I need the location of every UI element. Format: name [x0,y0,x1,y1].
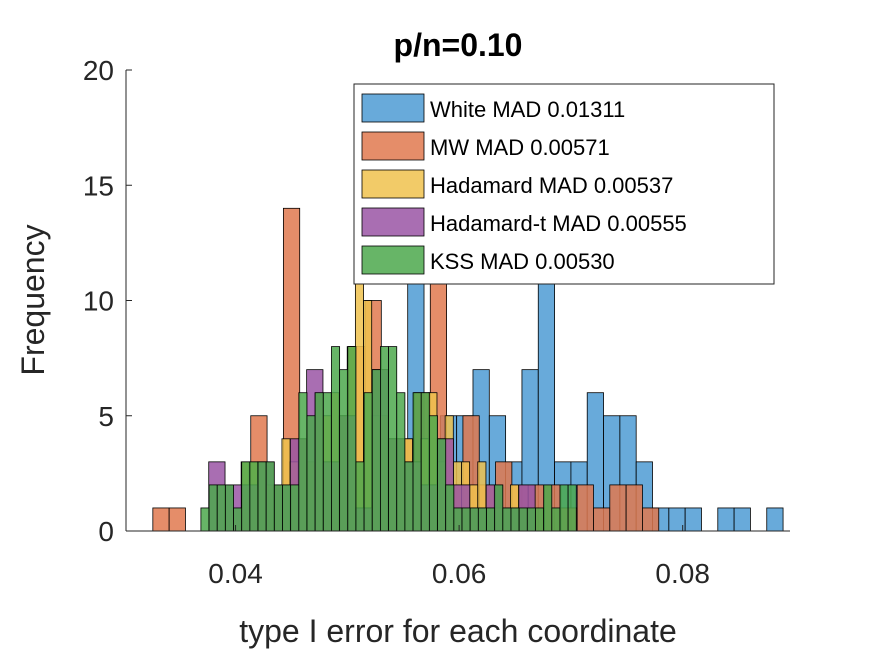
x-tick-label: 0.06 [432,558,487,589]
histogram-bar [733,507,751,532]
histogram-bar [766,507,784,532]
histogram-bar [486,507,496,532]
histogram-bar [404,461,414,532]
x-ticks: 0.04 0.06 0.08 [208,525,710,589]
y-tick-label: 5 [98,401,114,432]
histogram-bar [322,392,332,532]
histogram-bar [152,507,170,532]
histogram-bar [559,484,569,532]
histogram-bar [461,507,471,532]
histogram-bar [265,461,275,532]
legend-entry: White MAD 0.01311 [430,97,625,122]
histogram-bar [609,484,627,532]
histogram-bar [314,392,324,532]
y-tick-label: 15 [83,170,114,201]
chart-title: p/n=0.10 [394,27,523,63]
histogram-bar [290,484,300,532]
y-ticks: 0 5 10 15 20 [83,55,132,547]
histogram-bar [518,507,528,532]
legend-swatch [361,169,425,199]
histogram-bar [469,507,479,532]
histogram-bar [273,484,283,532]
histogram-bar [510,507,520,532]
histogram-bar [477,507,487,532]
x-tick-label: 0.08 [655,558,710,589]
histogram-bar [437,438,447,532]
y-tick-label: 10 [83,286,114,317]
histogram-bar [216,484,226,532]
legend-swatch [361,245,425,275]
histogram-bar [642,507,660,532]
x-tick-label: 0.04 [208,558,263,589]
histogram-bar [168,507,186,532]
histogram-bar [428,415,438,532]
legend-swatch [361,93,425,123]
histogram-bar [445,484,455,532]
legend-entry: KSS MAD 0.00530 [430,249,615,274]
histogram-bar [593,507,611,532]
histogram-bar [339,369,349,532]
histogram-bar [233,507,243,532]
histogram-bar [282,484,292,532]
y-axis-label: Frequency [15,224,51,375]
histogram-bar [298,392,308,532]
histogram-bar [420,392,430,532]
histogram-bar [717,507,735,532]
histogram-bar [208,484,218,532]
legend-swatch [361,131,425,161]
y-tick-label: 0 [98,516,114,547]
histogram-bar [380,346,389,532]
histogram-bar [412,392,422,532]
histogram-bar [494,484,504,532]
histogram-bar [363,392,373,532]
histogram-bar [684,507,702,532]
histogram-bar [625,484,643,532]
legend-entry: Hadamard-t MAD 0.00555 [430,211,687,236]
legend-entry: Hadamard MAD 0.00537 [430,173,673,198]
histogram-bar [331,346,341,532]
histogram-bar [371,369,381,532]
histogram-bar [306,415,316,532]
histogram-bar [355,461,365,532]
x-axis-label: type I error for each coordinate [239,613,677,649]
histogram-bar [551,507,561,532]
histogram-bar [347,346,357,532]
histogram-bar [535,507,545,532]
histogram-bar [576,484,594,532]
histogram-bar [200,507,210,532]
histogram-bar [388,346,398,532]
histogram-bar [567,484,577,532]
y-tick-label: 20 [83,55,114,86]
histogram-bar [249,461,259,532]
histogram-bar [241,461,251,532]
legend-entry: MW MAD 0.00571 [430,135,610,160]
histogram-bar [502,507,512,532]
histogram-bar [453,507,463,532]
histogram-bar [396,392,406,532]
histogram-bar [526,507,536,532]
legend-swatch [361,207,425,237]
histogram-bar [543,484,553,532]
histogram-bar [224,484,234,532]
histogram-bar [257,461,267,532]
legend: White MAD 0.01311 MW MAD 0.00571 Hadamard … [353,83,775,285]
